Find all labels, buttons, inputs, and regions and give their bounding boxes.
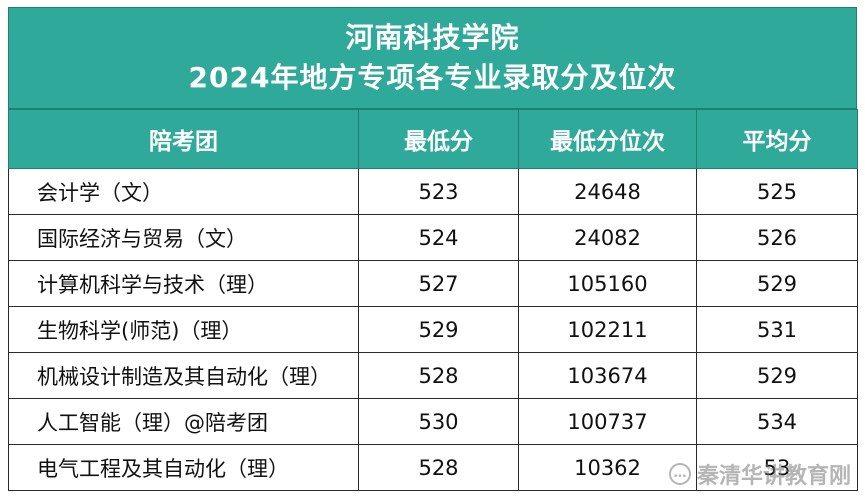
min-score: 527 bbox=[358, 260, 519, 307]
admission-table: 陪考团 最低分 最低分位次 平均分 会计学（文） 523 24648 525 国… bbox=[8, 109, 858, 491]
table-row: 机械设计制造及其自动化（理） 528 103674 529 bbox=[8, 352, 858, 399]
avg-score: 529 bbox=[696, 260, 858, 307]
major-name: 会计学（文） bbox=[8, 168, 359, 215]
major-name: 生物科学(师范)（理） bbox=[8, 306, 359, 353]
table-row: 生物科学(师范)（理） 529 102211 531 bbox=[8, 306, 858, 353]
table-row: 计算机科学与技术（理） 527 105160 529 bbox=[8, 260, 858, 307]
min-rank: 105160 bbox=[518, 260, 697, 307]
major-name: 电气工程及其自动化（理） bbox=[8, 444, 359, 491]
title-banner: 河南科技学院 2024年地方专项各专业录取分及位次 bbox=[8, 7, 857, 109]
min-score: 524 bbox=[358, 214, 519, 261]
min-rank: 102211 bbox=[518, 306, 697, 353]
min-rank: 10362 bbox=[518, 444, 697, 491]
avg-score: 526 bbox=[696, 214, 858, 261]
min-rank: 24082 bbox=[518, 214, 697, 261]
header-min-rank: 最低分位次 bbox=[518, 109, 697, 169]
avg-score: 529 bbox=[696, 352, 858, 399]
min-score: 523 bbox=[358, 168, 519, 215]
header-major: 陪考团 bbox=[8, 109, 359, 169]
avg-score: 525 bbox=[696, 168, 858, 215]
min-score: 529 bbox=[358, 306, 519, 353]
min-score: 528 bbox=[358, 352, 519, 399]
avg-score: 53 bbox=[696, 444, 858, 491]
min-rank: 100737 bbox=[518, 398, 697, 445]
school-name: 河南科技学院 bbox=[345, 21, 520, 54]
table-row: 电气工程及其自动化（理） 528 10362 53 bbox=[8, 444, 858, 491]
table-row: 人工智能（理）@陪考团 530 100737 534 bbox=[8, 398, 858, 445]
major-name: 人工智能（理）@陪考团 bbox=[8, 398, 359, 445]
major-name: 计算机科学与技术（理） bbox=[8, 260, 359, 307]
major-name: 机械设计制造及其自动化（理） bbox=[8, 352, 359, 399]
header-avg-score: 平均分 bbox=[696, 109, 858, 169]
header-row: 陪考团 最低分 最低分位次 平均分 bbox=[8, 109, 858, 169]
avg-score: 534 bbox=[696, 398, 858, 445]
avg-score: 531 bbox=[696, 306, 858, 353]
min-score: 528 bbox=[358, 444, 519, 491]
min-rank: 24648 bbox=[518, 168, 697, 215]
min-rank: 103674 bbox=[518, 352, 697, 399]
admission-table-card: 河南科技学院 2024年地方专项各专业录取分及位次 陪考团 最低分 最低分位次 … bbox=[8, 7, 858, 497]
table-row: 国际经济与贸易（文） 524 24082 526 bbox=[8, 214, 858, 261]
min-score: 530 bbox=[358, 398, 519, 445]
table-row: 会计学（文） 523 24648 525 bbox=[8, 168, 858, 215]
table-title: 2024年地方专项各专业录取分及位次 bbox=[188, 61, 677, 94]
major-name: 国际经济与贸易（文） bbox=[8, 214, 359, 261]
header-min-score: 最低分 bbox=[358, 109, 519, 169]
